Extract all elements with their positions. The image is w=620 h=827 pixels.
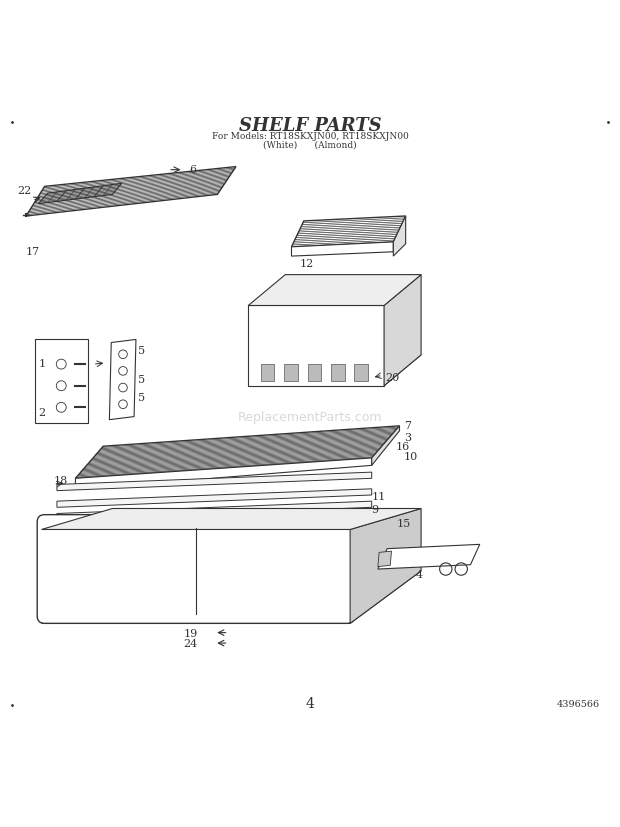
Text: 16: 16 [395,442,409,452]
Polygon shape [38,184,122,203]
Polygon shape [57,472,372,490]
Polygon shape [372,426,399,466]
Bar [331,364,345,380]
Polygon shape [384,275,421,385]
Text: 19: 19 [184,629,198,638]
Text: 3: 3 [404,433,411,443]
Polygon shape [57,501,372,519]
Polygon shape [291,242,393,256]
Text: 5: 5 [138,346,146,356]
Text: 15: 15 [396,519,410,529]
Text: 5: 5 [138,375,146,385]
Text: 12: 12 [299,259,314,269]
FancyBboxPatch shape [37,514,355,624]
Text: 9: 9 [372,504,379,514]
Text: 4: 4 [306,696,314,710]
Text: 18: 18 [54,476,68,485]
Text: ReplacementParts.com: ReplacementParts.com [237,411,383,424]
Text: 1: 1 [38,359,45,369]
Text: For Models: RT18SKXJN00, RT18SKXJN00: For Models: RT18SKXJN00, RT18SKXJN00 [211,132,409,141]
Text: 17: 17 [26,246,40,257]
Polygon shape [57,489,372,507]
Polygon shape [248,355,421,385]
Text: 10: 10 [404,452,418,461]
Polygon shape [378,551,391,566]
Polygon shape [291,216,405,246]
Polygon shape [378,544,480,569]
Text: 2: 2 [38,409,45,418]
Polygon shape [350,509,421,624]
Text: 4: 4 [416,570,423,581]
Polygon shape [26,166,236,216]
Bar [308,364,321,380]
Polygon shape [393,216,405,256]
Polygon shape [42,571,421,624]
Text: 7: 7 [404,421,411,431]
Text: 11: 11 [372,492,386,503]
Polygon shape [76,426,399,478]
Polygon shape [35,339,88,423]
Text: 20: 20 [385,373,399,383]
Polygon shape [57,515,372,534]
Bar [284,364,298,380]
Polygon shape [109,339,136,419]
Polygon shape [42,509,421,529]
Text: 6: 6 [190,165,197,175]
Bar [260,364,274,380]
Text: 24: 24 [184,639,198,649]
Bar [355,364,368,380]
Polygon shape [248,305,384,385]
Text: 5: 5 [138,393,146,403]
Polygon shape [248,275,421,305]
Polygon shape [76,458,372,490]
Text: (White)      (Almond): (White) (Almond) [263,141,357,150]
Text: SHELF PARTS: SHELF PARTS [239,117,381,136]
Text: 22: 22 [17,186,31,196]
Text: 4396566: 4396566 [557,700,600,710]
